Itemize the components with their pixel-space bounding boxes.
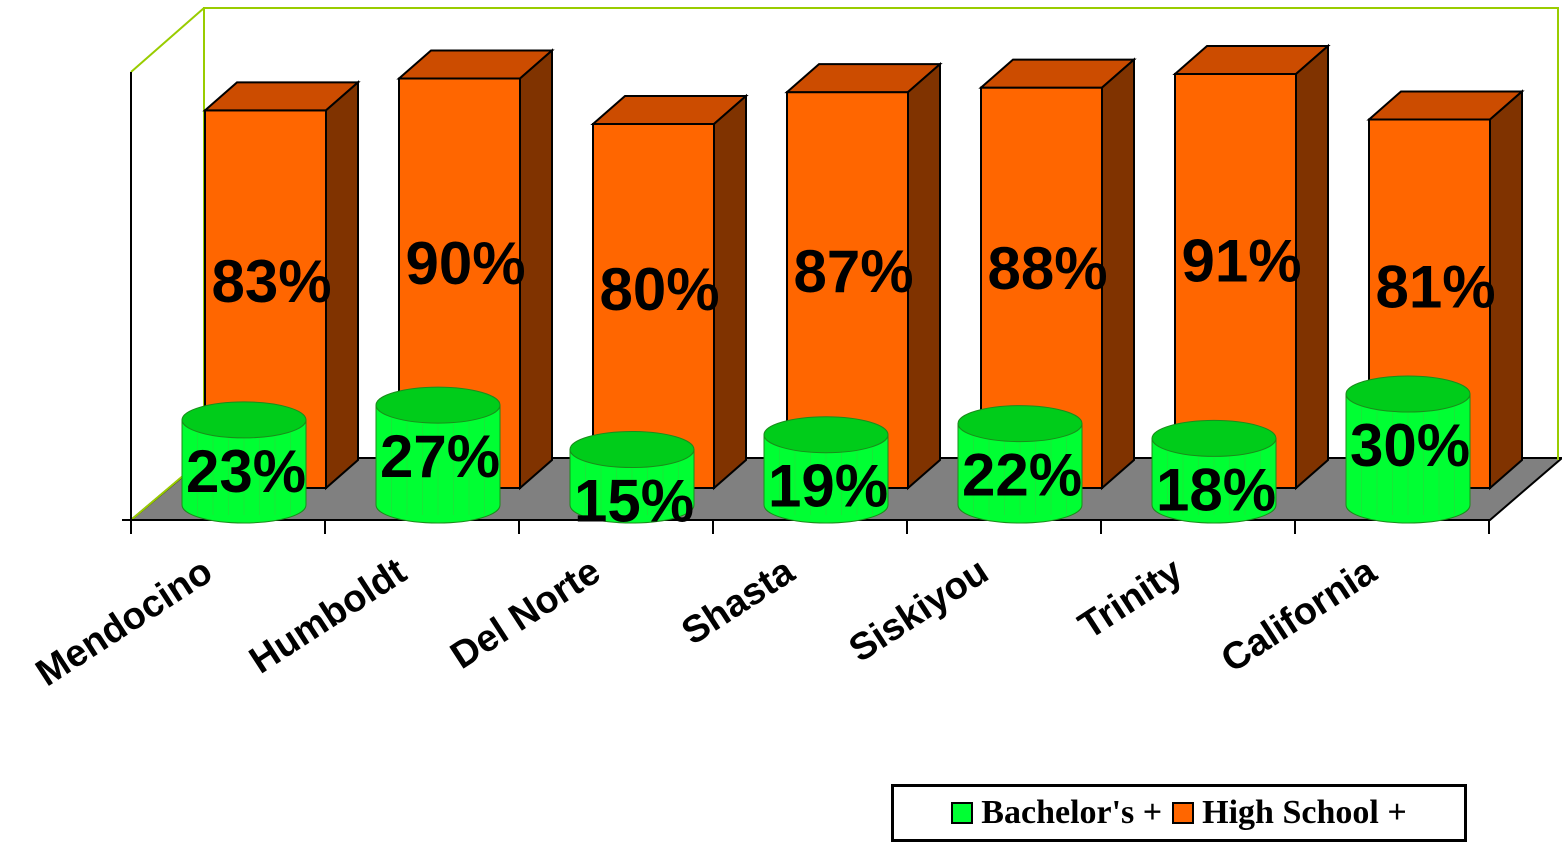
legend-item-high-school: High School + — [1172, 794, 1407, 832]
legend-label-bachelors: Bachelor's + — [981, 794, 1163, 831]
bachelors-bar — [1151, 419, 1277, 524]
bachelors-value-label: 27% — [380, 423, 500, 490]
category-label: Shasta — [675, 550, 803, 654]
bar-side — [713, 93, 747, 491]
bar-cap — [375, 386, 501, 424]
high-school-labels: 83% 90% 80% 87% 88% 91% 81% — [211, 227, 1495, 323]
high-school-value-label: 80% — [599, 256, 719, 323]
bachelors-bar — [181, 401, 307, 524]
bachelors-bar — [1345, 375, 1471, 524]
category-label: Mendocino — [29, 550, 220, 694]
high-school-value-label: 91% — [1181, 227, 1301, 294]
bachelors-bar — [569, 431, 695, 524]
high-school-value-label: 83% — [211, 248, 331, 315]
bar-side — [1295, 43, 1329, 491]
legend-swatch-high-school — [1172, 802, 1195, 824]
bachelors-value-label: 15% — [574, 468, 694, 535]
bar-side — [325, 80, 359, 491]
high-school-value-label: 87% — [793, 238, 913, 305]
bachelors-labels: 23% 27% 15% 19% 22% 18% 30% — [186, 412, 1470, 535]
high-school-bar — [1172, 43, 1331, 491]
bachelors-value-label: 18% — [1156, 456, 1276, 523]
bachelors-value-label: 23% — [186, 438, 306, 505]
bar-side — [907, 61, 941, 491]
legend-swatch-bachelors — [951, 802, 974, 824]
category-label: Siskiyou — [842, 550, 996, 670]
bachelors-bar — [375, 386, 501, 524]
category-label: Del Norte — [443, 550, 608, 677]
category-label: Humboldt — [242, 550, 414, 682]
bachelors-bar — [957, 405, 1083, 524]
high-school-value-label: 90% — [405, 230, 525, 297]
high-school-value-label: 81% — [1375, 253, 1495, 320]
x-axis — [122, 519, 1490, 534]
category-labels: Mendocino Humboldt Del Norte Shasta Siskiyou… — [29, 550, 1385, 695]
bachelors-value-label: 22% — [962, 442, 1082, 509]
bar-side — [519, 48, 553, 491]
bar-side — [1489, 89, 1523, 491]
high-school-value-label: 88% — [987, 235, 1107, 302]
category-label: Trinity — [1071, 550, 1190, 647]
legend-item-bachelors: Bachelor's + — [951, 794, 1162, 832]
side-wall-edge — [130, 7, 205, 73]
bar-cap — [181, 401, 307, 439]
legend-label-high-school: High School + — [1202, 794, 1407, 831]
legend: Bachelor's + High School + — [891, 784, 1467, 842]
category-label: California — [1214, 550, 1385, 681]
bachelors-series — [181, 375, 1471, 524]
bar-side — [1101, 57, 1135, 491]
bar-front — [1174, 72, 1297, 489]
bar-cap — [1151, 419, 1277, 457]
bachelors-value-label: 30% — [1350, 412, 1470, 479]
bar-cap — [763, 416, 889, 454]
bachelors-bar — [763, 416, 889, 524]
bar-cap — [957, 405, 1083, 443]
high-school-series — [202, 43, 1525, 491]
bachelors-value-label: 19% — [768, 453, 888, 520]
bar-cap — [1345, 375, 1471, 413]
bar-cap — [569, 431, 695, 468]
